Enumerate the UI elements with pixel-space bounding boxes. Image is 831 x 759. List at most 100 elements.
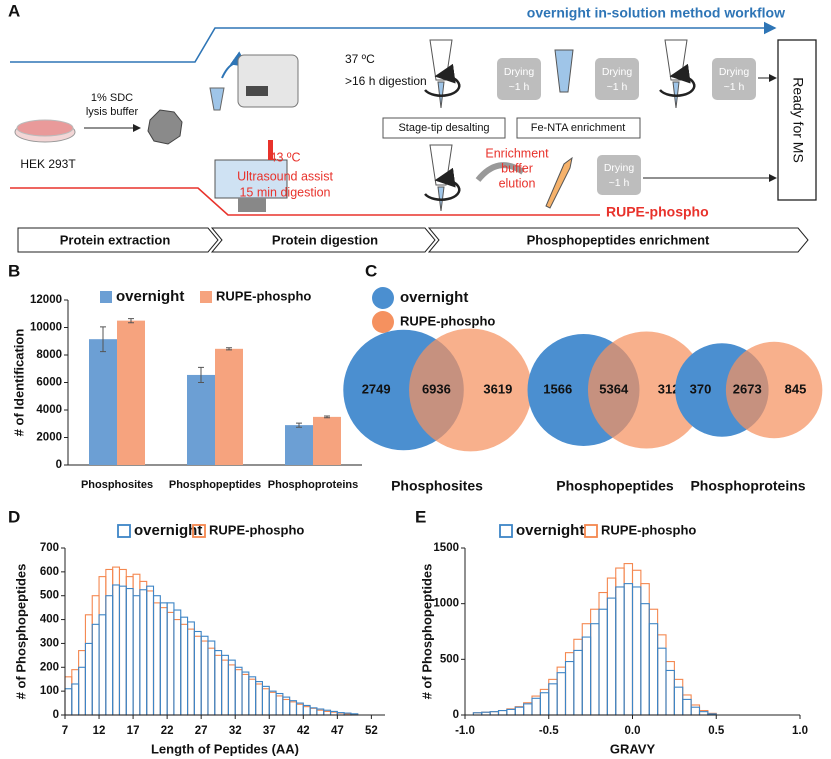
histogram-bar: [187, 621, 195, 716]
histogram-bar: [91, 595, 100, 716]
venn-count: 5364: [599, 381, 629, 396]
histogram-bar: [648, 608, 659, 716]
histogram-bar: [665, 661, 675, 716]
histogram-bar: [234, 669, 243, 716]
stage: Protein digestion: [272, 232, 378, 247]
legend-swatch: [192, 524, 206, 538]
y-axis-title: # of Phosphopeptides: [419, 564, 434, 700]
gray-arrow: [475, 162, 525, 182]
histogram-bar: [112, 566, 121, 716]
y-tick-label: 6000: [36, 377, 62, 389]
stage: Protein extraction: [60, 232, 171, 247]
y-tick-label: 0: [56, 459, 62, 471]
panel-label: E: [415, 507, 426, 526]
y-tick-label: 12000: [30, 294, 62, 306]
histogram-bar: [640, 603, 650, 716]
legend-label: RUPE-phospho: [209, 522, 304, 537]
histogram-bar: [132, 595, 141, 716]
x-tick-label: 0.0: [625, 725, 641, 737]
y-tick-label: 10000: [30, 322, 62, 334]
histogram-bar: [146, 590, 155, 716]
histogram-bar: [309, 707, 318, 716]
venn-circle: [725, 341, 823, 439]
histogram-bar: [268, 691, 277, 716]
histogram-bar: [615, 586, 625, 716]
histogram-bar: [690, 704, 701, 716]
venn-count: 2673: [733, 381, 762, 396]
histogram-bar: [139, 589, 148, 716]
legend-label: overnight: [116, 288, 184, 305]
histogram-bar: [523, 703, 533, 716]
histogram-bar: [289, 700, 298, 716]
y-tick-label: 300: [40, 637, 59, 649]
histogram-bar: [98, 614, 107, 716]
legend-label: RUPE-phospho: [400, 313, 495, 328]
drying: ~1 h: [509, 81, 530, 93]
histogram-bar: [606, 597, 617, 716]
step: Fe-NTA enrichment: [531, 122, 626, 134]
legend-label: overnight: [134, 522, 202, 539]
error-bar: [198, 366, 204, 383]
top-condition: >16 h digestion: [345, 74, 427, 88]
pipette: [545, 156, 573, 209]
legend-swatch: [499, 524, 513, 538]
histogram-bar: [78, 650, 86, 716]
drying: ~1 h: [724, 81, 745, 93]
x-tick-label: 27: [195, 725, 208, 737]
histogram-bar: [261, 688, 270, 716]
histogram-bar: [241, 671, 250, 716]
histogram-bar: [514, 706, 525, 716]
spin: [424, 167, 461, 201]
histogram-bar: [125, 576, 134, 716]
y-tick-label: 0: [453, 709, 459, 721]
x-tick-label: 0.5: [708, 725, 725, 737]
histogram-bar: [514, 706, 525, 716]
spin: [659, 63, 696, 97]
histogram-bar: [166, 602, 175, 716]
panel-label: C: [365, 261, 377, 280]
x-tick-label: 7: [62, 725, 68, 737]
venn-count: 3619: [483, 381, 512, 396]
thermomixer-display: [246, 86, 268, 96]
x-tick-label: Phosphosites: [81, 479, 153, 491]
histogram-bar: [673, 686, 684, 716]
x-tick-label: -1.0: [455, 725, 475, 737]
tube: [554, 49, 574, 93]
histogram-bar: [548, 683, 558, 716]
legend-swatch: [372, 287, 394, 309]
stage-arrow: [17, 227, 219, 253]
histogram-bar: [539, 692, 550, 716]
histogram-bar: [173, 619, 182, 716]
panel-label: A: [8, 1, 20, 20]
histogram-bar: [564, 661, 575, 716]
x-tick-label: 32: [229, 725, 242, 737]
histogram-bar: [590, 608, 600, 716]
histogram-bar: [316, 709, 325, 716]
histogram-bar: [506, 708, 516, 716]
x-tick-label: 37: [263, 725, 276, 737]
histogram-bar: [598, 608, 608, 716]
histogram-bar: [214, 650, 223, 716]
sonicator-base: [238, 198, 266, 212]
histogram-bar: [193, 630, 202, 716]
drying-box: [497, 58, 541, 100]
histogram-bar: [241, 673, 250, 716]
histogram-bar: [125, 588, 134, 716]
histogram-bar: [105, 568, 114, 716]
bar: [215, 348, 243, 465]
tube: [209, 87, 225, 111]
workflow: A overnight in-solution method workflow …: [8, 1, 817, 253]
histogram-bar: [531, 695, 541, 716]
error-bar: [100, 326, 106, 353]
histogram-bar: [187, 628, 195, 716]
histogram-bar: [118, 568, 127, 716]
x-tick-label: 17: [127, 725, 140, 737]
lysis: 1% SDC: [91, 92, 133, 104]
elution: buffer: [501, 161, 533, 175]
bottom-title: RUPE-phospho: [606, 204, 709, 220]
bottom-condition: 43 ºC: [270, 150, 301, 164]
drying: Drying: [604, 162, 635, 174]
venn-count: 370: [690, 381, 712, 396]
legend-label: RUPE-phospho: [216, 288, 311, 303]
histogram-bar: [221, 654, 229, 716]
